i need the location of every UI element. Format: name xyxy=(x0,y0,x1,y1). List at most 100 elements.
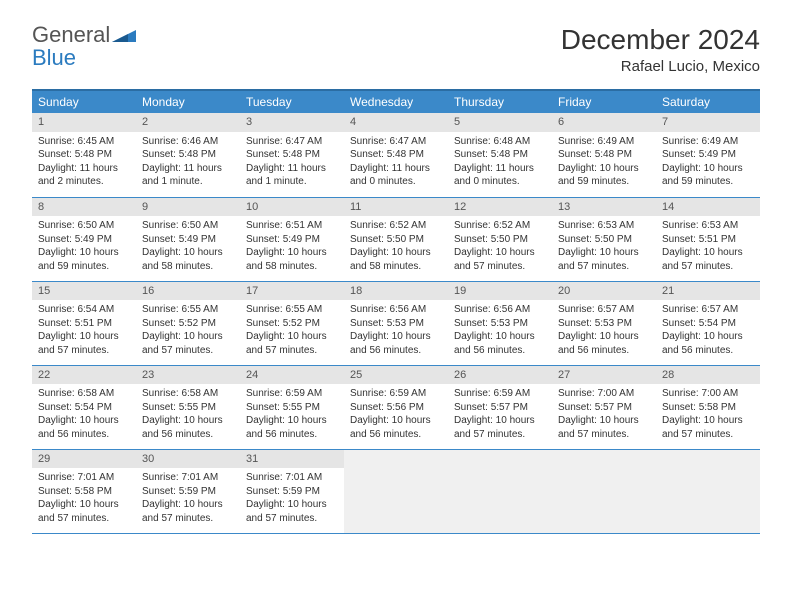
daylight-text-1: Daylight: 10 hours xyxy=(454,330,546,344)
daylight-text-2: and 56 minutes. xyxy=(350,428,442,442)
calendar-cell: 18Sunrise: 6:56 AMSunset: 5:53 PMDayligh… xyxy=(344,281,448,365)
daylight-text-2: and 59 minutes. xyxy=(662,175,754,189)
calendar-cell xyxy=(552,449,656,533)
day-number: 4 xyxy=(344,113,448,132)
calendar-cell: 30Sunrise: 7:01 AMSunset: 5:59 PMDayligh… xyxy=(136,449,240,533)
daylight-text-2: and 57 minutes. xyxy=(558,428,650,442)
day-body: Sunrise: 6:47 AMSunset: 5:48 PMDaylight:… xyxy=(344,132,448,195)
daylight-text-2: and 56 minutes. xyxy=(350,344,442,358)
sunrise-text: Sunrise: 7:00 AM xyxy=(662,387,754,401)
day-header-row: Sunday Monday Tuesday Wednesday Thursday… xyxy=(32,90,760,113)
daylight-text-1: Daylight: 10 hours xyxy=(454,414,546,428)
daylight-text-1: Daylight: 10 hours xyxy=(662,246,754,260)
calendar-cell: 31Sunrise: 7:01 AMSunset: 5:59 PMDayligh… xyxy=(240,449,344,533)
sunset-text: Sunset: 5:53 PM xyxy=(350,317,442,331)
sunset-text: Sunset: 5:49 PM xyxy=(662,148,754,162)
calendar-cell: 8Sunrise: 6:50 AMSunset: 5:49 PMDaylight… xyxy=(32,197,136,281)
day-body: Sunrise: 6:45 AMSunset: 5:48 PMDaylight:… xyxy=(32,132,136,195)
sunset-text: Sunset: 5:49 PM xyxy=(38,233,130,247)
sunset-text: Sunset: 5:59 PM xyxy=(142,485,234,499)
sunset-text: Sunset: 5:57 PM xyxy=(558,401,650,415)
sunrise-text: Sunrise: 7:01 AM xyxy=(246,471,338,485)
day-number: 16 xyxy=(136,282,240,301)
daylight-text-1: Daylight: 10 hours xyxy=(350,414,442,428)
daylight-text-1: Daylight: 10 hours xyxy=(246,246,338,260)
sunrise-text: Sunrise: 6:59 AM xyxy=(454,387,546,401)
sunset-text: Sunset: 5:54 PM xyxy=(662,317,754,331)
title-block: December 2024 Rafael Lucio, Mexico xyxy=(561,24,760,75)
sunrise-text: Sunrise: 6:56 AM xyxy=(454,303,546,317)
day-body: Sunrise: 6:58 AMSunset: 5:55 PMDaylight:… xyxy=(136,384,240,447)
daylight-text-1: Daylight: 11 hours xyxy=(246,162,338,176)
daylight-text-2: and 56 minutes. xyxy=(142,428,234,442)
sunrise-text: Sunrise: 6:52 AM xyxy=(350,219,442,233)
sunset-text: Sunset: 5:50 PM xyxy=(558,233,650,247)
daylight-text-1: Daylight: 11 hours xyxy=(454,162,546,176)
calendar-cell xyxy=(344,449,448,533)
daylight-text-2: and 57 minutes. xyxy=(38,512,130,526)
calendar-cell: 28Sunrise: 7:00 AMSunset: 5:58 PMDayligh… xyxy=(656,365,760,449)
daylight-text-2: and 57 minutes. xyxy=(662,428,754,442)
day-number: 23 xyxy=(136,366,240,385)
day-number: 6 xyxy=(552,113,656,132)
day-number: 13 xyxy=(552,198,656,217)
daylight-text-1: Daylight: 10 hours xyxy=(246,414,338,428)
calendar-week-row: 1Sunrise: 6:45 AMSunset: 5:48 PMDaylight… xyxy=(32,113,760,197)
calendar-cell: 9Sunrise: 6:50 AMSunset: 5:49 PMDaylight… xyxy=(136,197,240,281)
daylight-text-1: Daylight: 10 hours xyxy=(142,498,234,512)
daylight-text-2: and 57 minutes. xyxy=(558,260,650,274)
calendar-cell: 7Sunrise: 6:49 AMSunset: 5:49 PMDaylight… xyxy=(656,113,760,197)
daylight-text-2: and 57 minutes. xyxy=(38,344,130,358)
daylight-text-1: Daylight: 10 hours xyxy=(662,330,754,344)
daylight-text-2: and 2 minutes. xyxy=(38,175,130,189)
daylight-text-1: Daylight: 10 hours xyxy=(38,246,130,260)
day-number: 9 xyxy=(136,198,240,217)
day-number: 27 xyxy=(552,366,656,385)
day-header: Monday xyxy=(136,90,240,113)
sunset-text: Sunset: 5:48 PM xyxy=(350,148,442,162)
sunset-text: Sunset: 5:53 PM xyxy=(454,317,546,331)
day-number: 28 xyxy=(656,366,760,385)
day-body: Sunrise: 6:58 AMSunset: 5:54 PMDaylight:… xyxy=(32,384,136,447)
daylight-text-1: Daylight: 11 hours xyxy=(38,162,130,176)
sunrise-text: Sunrise: 6:53 AM xyxy=(662,219,754,233)
daylight-text-2: and 57 minutes. xyxy=(454,260,546,274)
daylight-text-1: Daylight: 10 hours xyxy=(142,330,234,344)
daylight-text-1: Daylight: 10 hours xyxy=(246,330,338,344)
sunrise-text: Sunrise: 6:50 AM xyxy=(142,219,234,233)
sunset-text: Sunset: 5:52 PM xyxy=(142,317,234,331)
sunset-text: Sunset: 5:58 PM xyxy=(38,485,130,499)
day-number: 3 xyxy=(240,113,344,132)
day-body: Sunrise: 6:59 AMSunset: 5:57 PMDaylight:… xyxy=(448,384,552,447)
daylight-text-2: and 56 minutes. xyxy=(246,428,338,442)
calendar-week-row: 15Sunrise: 6:54 AMSunset: 5:51 PMDayligh… xyxy=(32,281,760,365)
day-body: Sunrise: 6:48 AMSunset: 5:48 PMDaylight:… xyxy=(448,132,552,195)
day-number: 1 xyxy=(32,113,136,132)
day-number: 12 xyxy=(448,198,552,217)
sunset-text: Sunset: 5:48 PM xyxy=(38,148,130,162)
day-body: Sunrise: 6:46 AMSunset: 5:48 PMDaylight:… xyxy=(136,132,240,195)
calendar-cell xyxy=(656,449,760,533)
calendar-cell: 2Sunrise: 6:46 AMSunset: 5:48 PMDaylight… xyxy=(136,113,240,197)
calendar-cell: 4Sunrise: 6:47 AMSunset: 5:48 PMDaylight… xyxy=(344,113,448,197)
calendar-cell: 17Sunrise: 6:55 AMSunset: 5:52 PMDayligh… xyxy=(240,281,344,365)
day-number: 2 xyxy=(136,113,240,132)
sunset-text: Sunset: 5:53 PM xyxy=(558,317,650,331)
sunrise-text: Sunrise: 6:59 AM xyxy=(350,387,442,401)
sunrise-text: Sunrise: 6:55 AM xyxy=(142,303,234,317)
sunset-text: Sunset: 5:51 PM xyxy=(38,317,130,331)
logo: General Blue xyxy=(32,24,136,70)
daylight-text-2: and 59 minutes. xyxy=(38,260,130,274)
day-body: Sunrise: 7:01 AMSunset: 5:58 PMDaylight:… xyxy=(32,468,136,531)
daylight-text-1: Daylight: 11 hours xyxy=(350,162,442,176)
sunrise-text: Sunrise: 6:59 AM xyxy=(246,387,338,401)
logo-triangle-icon xyxy=(112,29,136,46)
daylight-text-1: Daylight: 10 hours xyxy=(662,414,754,428)
day-body: Sunrise: 6:52 AMSunset: 5:50 PMDaylight:… xyxy=(448,216,552,279)
sunrise-text: Sunrise: 6:48 AM xyxy=(454,135,546,149)
sunset-text: Sunset: 5:50 PM xyxy=(454,233,546,247)
sunrise-text: Sunrise: 6:58 AM xyxy=(38,387,130,401)
calendar-cell: 3Sunrise: 6:47 AMSunset: 5:48 PMDaylight… xyxy=(240,113,344,197)
calendar-cell: 29Sunrise: 7:01 AMSunset: 5:58 PMDayligh… xyxy=(32,449,136,533)
calendar-cell: 23Sunrise: 6:58 AMSunset: 5:55 PMDayligh… xyxy=(136,365,240,449)
